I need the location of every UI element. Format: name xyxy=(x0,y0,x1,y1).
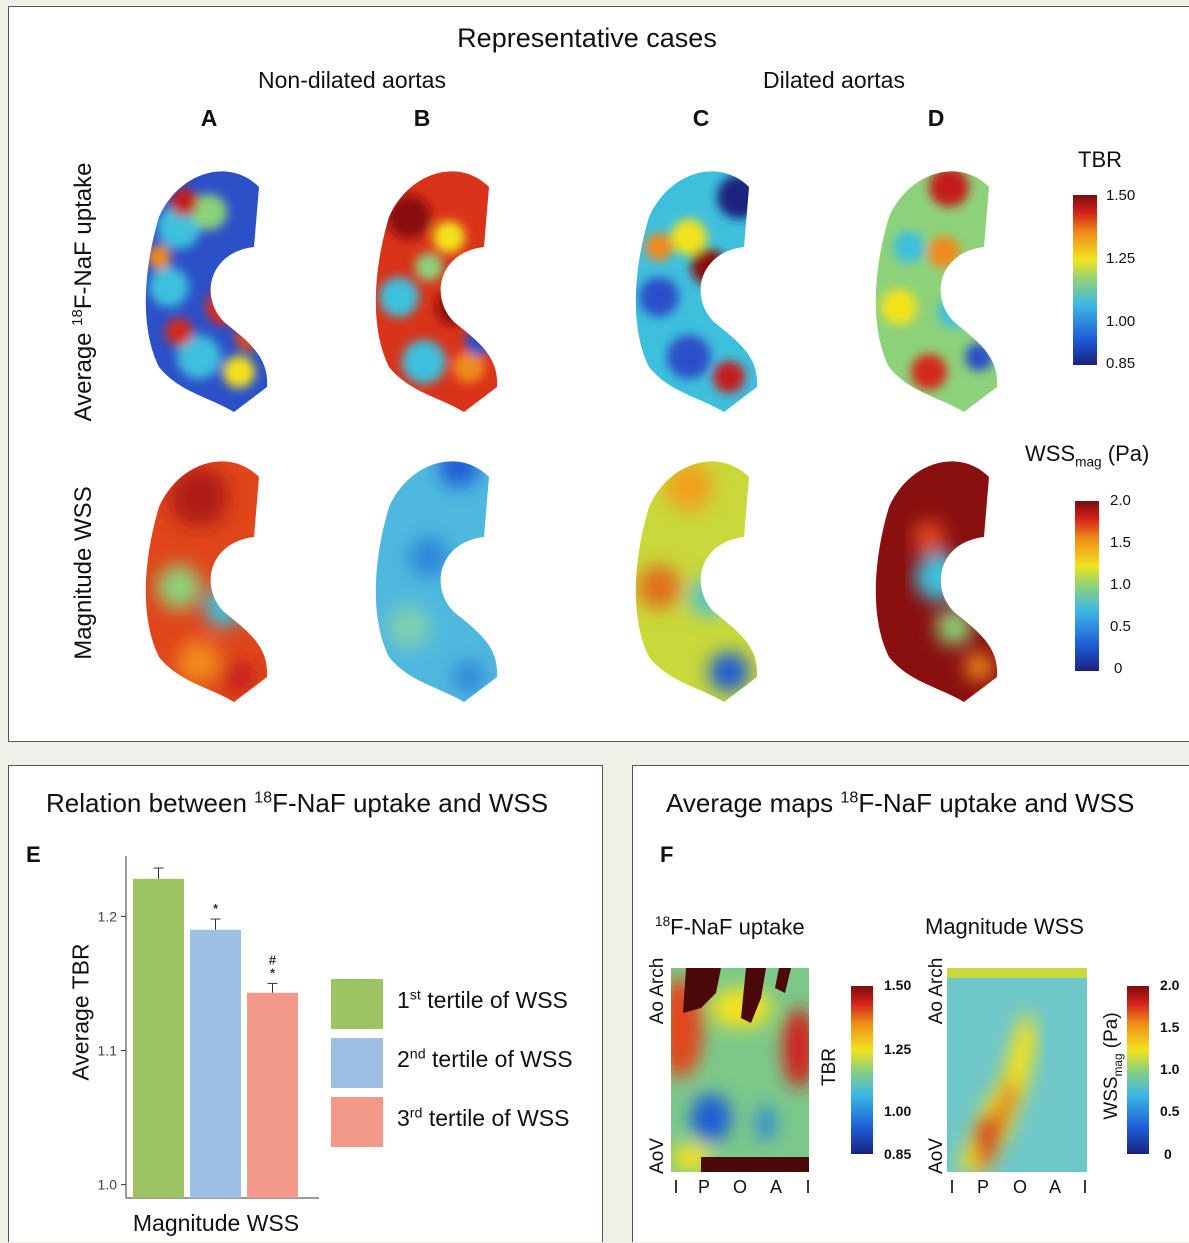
f-wss-tick-05: 0.5 xyxy=(1160,1103,1180,1119)
panel-title: Representative cases xyxy=(457,23,717,53)
map1-x-tick-i: I xyxy=(673,1177,679,1197)
map2-x-tick-p: P xyxy=(976,1177,990,1197)
significance-marker-3: * xyxy=(270,965,276,980)
f-tbr-label: TBR xyxy=(819,1048,840,1086)
x-axis-label: Magnitude WSS xyxy=(132,1210,300,1236)
panel-e-letter: E xyxy=(26,842,41,867)
wss-tick-15: 1.5 xyxy=(1110,534,1131,551)
tbr-tick-150: 1.50 xyxy=(1106,187,1136,204)
f-wss-tick-10: 1.0 xyxy=(1160,1061,1180,1077)
f-wss-tick-0: 0 xyxy=(1164,1146,1172,1162)
map1-x-tick-p: P xyxy=(697,1177,711,1197)
wss-tick-20: 2.0 xyxy=(1110,492,1131,509)
panel-e: Relation between 18F-NaF uptake and WSS … xyxy=(8,765,603,1242)
bar-chart: 1.01.11.2 *#* xyxy=(98,856,319,1199)
panel-f: Average maps 18F-NaF uptake and WSS F 18… xyxy=(632,765,1189,1242)
wss-legend-title: WSSmag (Pa) xyxy=(1025,441,1150,470)
case-label-a: A xyxy=(200,105,218,131)
y-tick-label: 1.0 xyxy=(98,1177,118,1193)
f-wss-label: WSSmag (Pa) xyxy=(1101,1012,1125,1120)
f-wss-tick-20: 2.0 xyxy=(1160,977,1180,993)
map1-y-bottom-label: AoV xyxy=(647,1138,668,1174)
map2-y-bottom-label: AoV xyxy=(926,1138,947,1174)
case-label-c: C xyxy=(692,105,710,131)
naf-uptake-average-map xyxy=(671,968,809,1172)
legend-label-tertile-2: 2nd tertile of WSS xyxy=(397,1046,573,1072)
bar-2 xyxy=(190,929,241,1198)
representative-cases-panel: Representative cases Non-dilated aortas … xyxy=(8,6,1189,742)
aorta-map-c-naf xyxy=(635,171,758,412)
case-label-b: B xyxy=(413,105,431,131)
aorta-map-b-naf xyxy=(375,171,498,412)
wss-tick-0: 0 xyxy=(1114,660,1123,677)
case-label-d: D xyxy=(927,105,945,131)
legend-swatch-tertile-1 xyxy=(331,979,383,1029)
group-label-non-dilated: Non-dilated aortas xyxy=(258,67,446,93)
wss-tick-05: 0.5 xyxy=(1110,618,1131,635)
panel-f-letter: F xyxy=(660,842,674,867)
aorta-map-a-naf xyxy=(145,171,268,412)
f-wss-colorbar xyxy=(1127,986,1149,1154)
map1-x-tick-a: A xyxy=(769,1177,783,1197)
f-tbr-tick-100: 1.00 xyxy=(884,1103,912,1119)
row-label-naf-uptake: Average 18F-NaF uptake xyxy=(70,162,97,422)
wss-colorbar xyxy=(1075,501,1099,671)
legend-swatch-tertile-3 xyxy=(331,1097,383,1147)
map2-x-tick-o: O xyxy=(1012,1177,1028,1197)
row-label-magnitude-wss: Magnitude WSS xyxy=(70,486,97,660)
legend-label-tertile-1: 1st tertile of WSS xyxy=(397,987,568,1013)
map1-y-top-label: Ao Arch xyxy=(647,957,668,1025)
bar-1 xyxy=(133,878,184,1198)
wss-average-map xyxy=(947,968,1087,1172)
f-wss-tick-15: 1.5 xyxy=(1160,1019,1180,1035)
aorta-map-d-wss xyxy=(875,461,998,702)
tbr-colorbar xyxy=(1073,195,1097,365)
aorta-map-a-wss xyxy=(145,461,268,702)
map2-title: Magnitude WSS xyxy=(925,914,1084,939)
f-tbr-tick-150: 1.50 xyxy=(884,977,912,993)
legend-label-tertile-3: 3rd tertile of WSS xyxy=(397,1105,570,1131)
y-tick-label: 1.2 xyxy=(98,908,118,924)
wss-tick-10: 1.0 xyxy=(1110,576,1131,593)
panel-f-title: Average maps 18F-NaF uptake and WSS xyxy=(666,788,1135,818)
significance-marker-3: # xyxy=(269,952,277,967)
tbr-tick-085: 0.85 xyxy=(1106,355,1136,372)
f-tbr-tick-085: 0.85 xyxy=(884,1146,912,1162)
significance-marker-2: * xyxy=(213,901,219,916)
tbr-tick-125: 1.25 xyxy=(1106,250,1136,267)
map2-x-tick-a: A xyxy=(1048,1177,1062,1197)
map1-x-tick-o: O xyxy=(732,1177,748,1197)
map1-x-tick-i2: I xyxy=(805,1177,811,1197)
y-axis-label: Average TBR xyxy=(67,943,94,1081)
aorta-map-d-naf xyxy=(875,171,998,412)
panel-e-title: Relation between 18F-NaF uptake and WSS xyxy=(46,788,549,818)
f-tbr-colorbar xyxy=(851,986,873,1154)
aorta-map-c-wss xyxy=(635,461,758,702)
map2-x-tick-i2: I xyxy=(1082,1177,1088,1197)
f-tbr-tick-125: 1.25 xyxy=(884,1041,912,1057)
aorta-map-b-wss xyxy=(375,461,498,702)
tbr-legend-title: TBR xyxy=(1078,147,1122,172)
tbr-tick-100: 1.00 xyxy=(1106,313,1136,330)
group-label-dilated: Dilated aortas xyxy=(763,67,905,93)
bar-3 xyxy=(247,992,298,1198)
map2-y-top-label: Ao Arch xyxy=(926,957,947,1025)
y-tick-label: 1.1 xyxy=(98,1042,118,1058)
map2-x-tick-i: I xyxy=(949,1177,955,1197)
map1-title: 18F-NaF uptake xyxy=(655,914,805,940)
legend-swatch-tertile-2 xyxy=(331,1038,383,1088)
